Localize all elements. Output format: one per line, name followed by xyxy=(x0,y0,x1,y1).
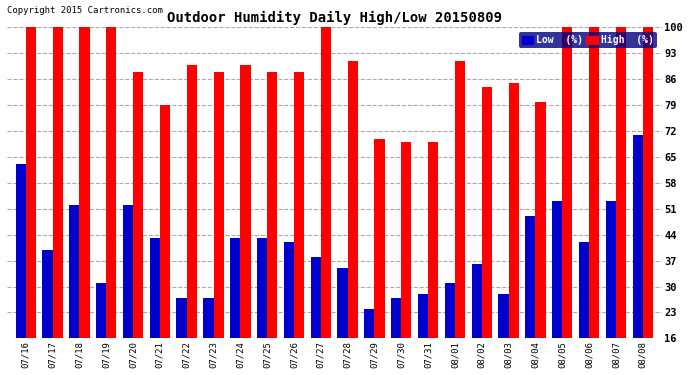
Bar xyxy=(26,27,36,338)
Bar xyxy=(445,283,455,338)
Bar xyxy=(562,27,573,338)
Bar xyxy=(509,83,519,338)
Bar xyxy=(240,64,250,338)
Bar xyxy=(375,138,384,338)
Bar xyxy=(579,242,589,338)
Bar xyxy=(123,205,133,338)
Bar xyxy=(187,64,197,338)
Text: Copyright 2015 Cartronics.com: Copyright 2015 Cartronics.com xyxy=(7,6,163,15)
Bar xyxy=(428,142,438,338)
Bar xyxy=(482,87,492,338)
Bar xyxy=(525,216,535,338)
Bar xyxy=(471,264,482,338)
Bar xyxy=(498,294,509,338)
Bar xyxy=(284,242,294,338)
Bar xyxy=(177,298,187,338)
Bar xyxy=(267,72,277,338)
Bar xyxy=(310,257,321,338)
Title: Outdoor Humidity Daily High/Low 20150809: Outdoor Humidity Daily High/Low 20150809 xyxy=(167,11,502,25)
Bar xyxy=(96,283,106,338)
Bar xyxy=(606,201,616,338)
Bar xyxy=(321,27,331,338)
Bar xyxy=(294,72,304,338)
Bar xyxy=(79,27,90,338)
Bar xyxy=(230,238,240,338)
Bar xyxy=(69,205,79,338)
Bar xyxy=(213,72,224,338)
Bar xyxy=(160,105,170,338)
Bar xyxy=(552,201,562,338)
Bar xyxy=(133,72,144,338)
Bar xyxy=(16,165,26,338)
Bar xyxy=(589,27,600,338)
Bar xyxy=(337,268,348,338)
Bar xyxy=(150,238,160,338)
Bar xyxy=(348,61,358,338)
Bar xyxy=(455,61,465,338)
Bar xyxy=(106,27,117,338)
Bar xyxy=(633,135,643,338)
Legend: Low  (%), High  (%): Low (%), High (%) xyxy=(519,32,657,48)
Bar xyxy=(616,27,626,338)
Bar xyxy=(402,142,411,338)
Bar xyxy=(42,250,52,338)
Bar xyxy=(52,27,63,338)
Bar xyxy=(418,294,428,338)
Bar xyxy=(535,102,546,338)
Bar xyxy=(257,238,267,338)
Bar xyxy=(364,309,375,338)
Bar xyxy=(643,27,653,338)
Bar xyxy=(391,298,402,338)
Bar xyxy=(204,298,213,338)
